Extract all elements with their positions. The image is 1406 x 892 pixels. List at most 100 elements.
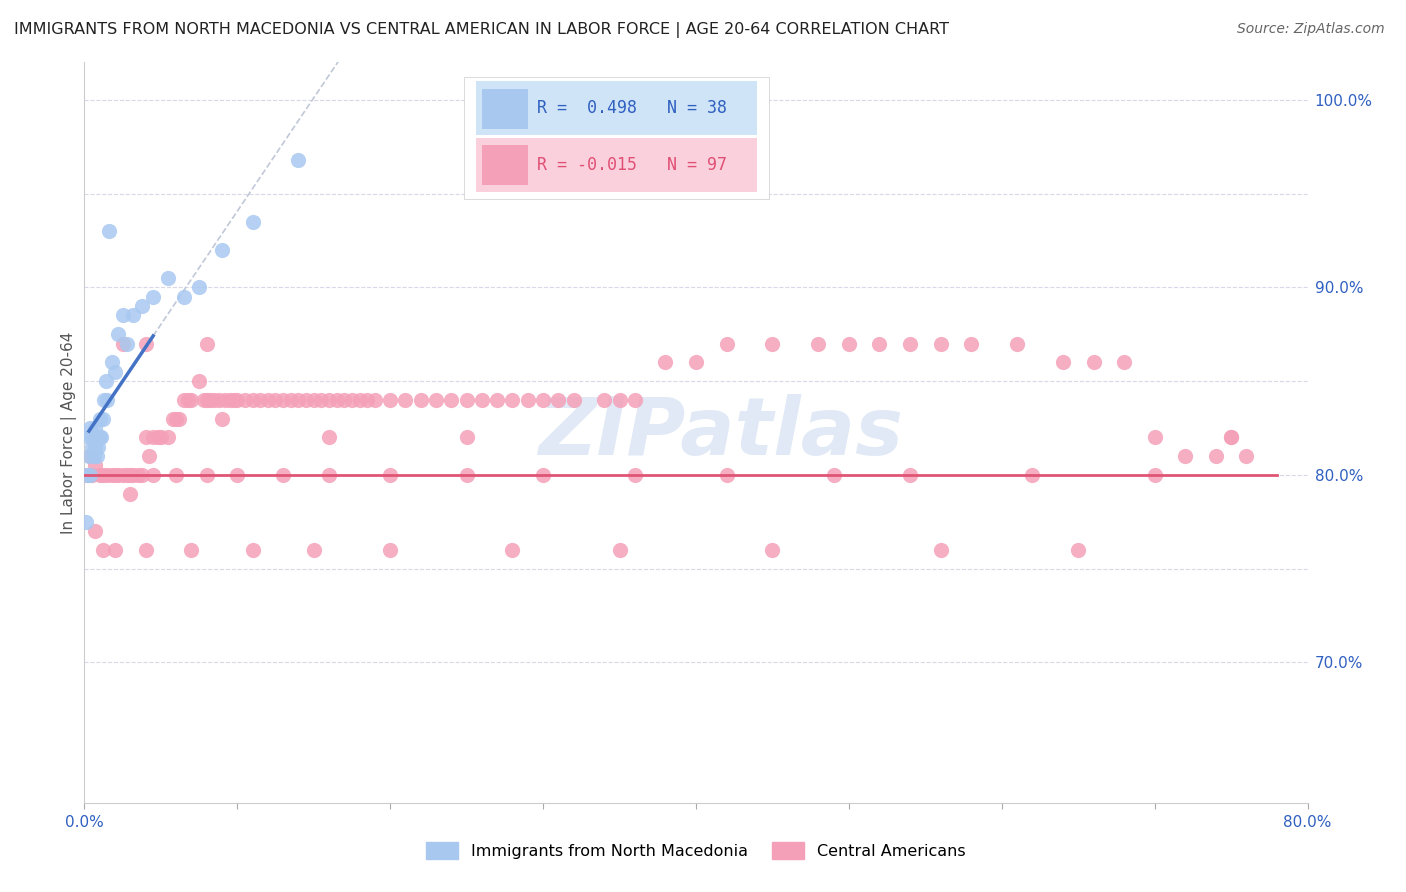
Text: ZIPatlas: ZIPatlas — [538, 393, 903, 472]
Point — [193, 392, 215, 407]
Point — [76, 467, 98, 482]
Point — [242, 215, 264, 229]
Point — [869, 336, 891, 351]
Point — [188, 280, 211, 294]
Point — [76, 467, 98, 482]
Point — [80, 430, 103, 444]
Point — [115, 467, 138, 482]
Point — [214, 392, 236, 407]
Point — [120, 486, 142, 500]
FancyBboxPatch shape — [475, 80, 758, 135]
Point — [807, 336, 830, 351]
Point — [318, 467, 340, 482]
Point — [177, 392, 200, 407]
Point — [340, 392, 363, 407]
Point — [257, 392, 280, 407]
Point — [838, 336, 860, 351]
Point — [83, 449, 105, 463]
Point — [173, 290, 195, 304]
Point — [1005, 336, 1028, 351]
Point — [287, 392, 309, 407]
Point — [157, 271, 180, 285]
FancyBboxPatch shape — [475, 138, 758, 192]
Point — [96, 392, 118, 407]
Point — [91, 542, 114, 557]
Point — [208, 392, 231, 407]
Point — [242, 542, 264, 557]
Point — [311, 392, 333, 407]
Point — [271, 467, 294, 482]
Point — [142, 430, 165, 444]
Point — [195, 336, 218, 351]
Point — [302, 392, 325, 407]
Point — [77, 430, 100, 444]
Point — [502, 542, 524, 557]
Point — [138, 449, 160, 463]
Point — [107, 467, 129, 482]
Point — [157, 430, 180, 444]
Point — [456, 467, 478, 482]
Point — [547, 392, 569, 407]
Point — [716, 467, 738, 482]
Point — [80, 440, 103, 454]
Point — [318, 430, 340, 444]
Y-axis label: In Labor Force | Age 20-64: In Labor Force | Age 20-64 — [62, 332, 77, 533]
Point — [79, 421, 101, 435]
Point — [115, 336, 138, 351]
Point — [84, 524, 107, 538]
Point — [89, 467, 111, 482]
Point — [1205, 449, 1227, 463]
Point — [218, 392, 240, 407]
Point — [180, 542, 202, 557]
Point — [302, 542, 325, 557]
Point — [562, 392, 585, 407]
Point — [287, 153, 309, 167]
Point — [77, 449, 100, 463]
Point — [202, 392, 225, 407]
Point — [364, 392, 387, 407]
Point — [75, 515, 97, 529]
Point — [180, 392, 202, 407]
Point — [107, 327, 129, 342]
Point — [318, 392, 340, 407]
Point — [142, 290, 165, 304]
Point — [609, 392, 631, 407]
Point — [394, 392, 416, 407]
Point — [531, 392, 554, 407]
Point — [198, 392, 221, 407]
Point — [1143, 467, 1166, 482]
Point — [502, 392, 524, 407]
Point — [456, 430, 478, 444]
Point — [486, 392, 509, 407]
Point — [929, 542, 952, 557]
Point — [960, 336, 983, 351]
Point — [271, 392, 294, 407]
Point — [90, 430, 112, 444]
Point — [761, 336, 783, 351]
Point — [91, 467, 114, 482]
Point — [173, 392, 195, 407]
Point — [356, 392, 378, 407]
Point — [89, 430, 111, 444]
Point — [531, 467, 554, 482]
Point — [149, 430, 172, 444]
Point — [685, 355, 707, 369]
Point — [380, 467, 402, 482]
Point — [122, 309, 145, 323]
Point — [131, 467, 153, 482]
Point — [264, 392, 287, 407]
Point — [440, 392, 463, 407]
Point — [111, 309, 134, 323]
Point — [94, 374, 117, 388]
Point — [195, 392, 218, 407]
Point — [380, 392, 402, 407]
Point — [1236, 449, 1258, 463]
Point — [929, 336, 952, 351]
Text: IMMIGRANTS FROM NORTH MACEDONIA VS CENTRAL AMERICAN IN LABOR FORCE | AGE 20-64 C: IMMIGRANTS FROM NORTH MACEDONIA VS CENTR… — [14, 22, 949, 38]
Point — [295, 392, 318, 407]
Text: Source: ZipAtlas.com: Source: ZipAtlas.com — [1237, 22, 1385, 37]
Point — [80, 467, 103, 482]
Point — [593, 392, 616, 407]
Point — [104, 467, 127, 482]
Point — [142, 467, 165, 482]
